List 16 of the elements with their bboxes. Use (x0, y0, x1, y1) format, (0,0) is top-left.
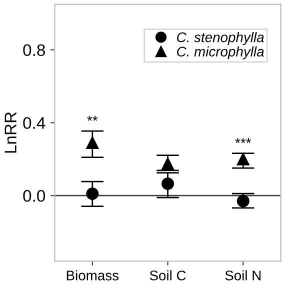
point (86, 136, 99, 150)
x-tick-label: Soil C (150, 270, 186, 280)
legend-label: C. stenophylla (177, 32, 264, 45)
y-tick-label: 0.0 (23, 190, 46, 202)
annotation: *** (235, 138, 252, 143)
y-axis-title: LnRR (4, 112, 16, 153)
y-tick-label: 0.8 (23, 44, 45, 56)
y-tick-label: 0.4 (23, 117, 46, 129)
legend-label: C. microphylla (177, 46, 264, 60)
point (162, 177, 174, 190)
point (86, 188, 99, 200)
x-tick-label: Soil N (225, 270, 261, 280)
annotation: ** (87, 116, 98, 121)
point (236, 194, 250, 208)
point (236, 152, 250, 166)
x-tick-label: Biomass (66, 270, 119, 280)
